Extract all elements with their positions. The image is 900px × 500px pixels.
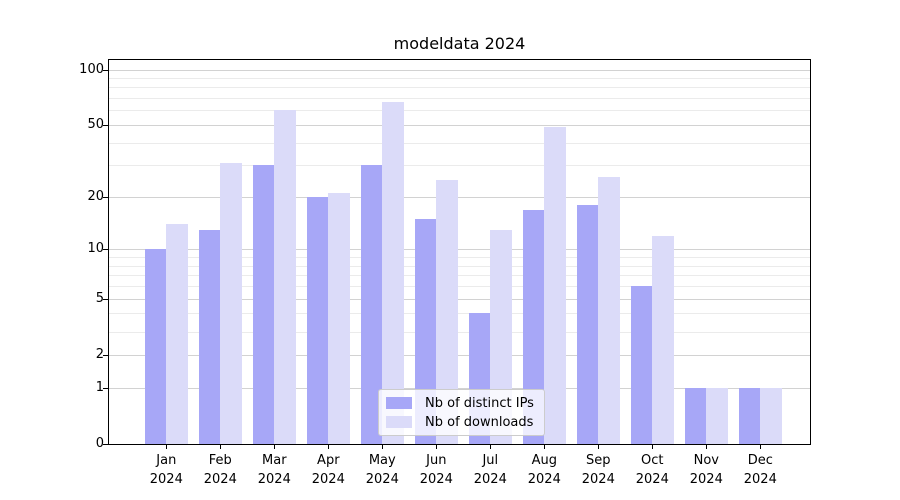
major-gridline [109, 354, 810, 356]
bar-downloads-feb [220, 162, 242, 444]
x-tick-label-dec: Dec 2024 [743, 453, 777, 487]
x-tick-mark [706, 444, 708, 449]
legend-label-distinct-ips: Nb of distinct IPs [425, 395, 534, 411]
x-tick-mark [328, 444, 330, 449]
legend-item-distinct-ips: Nb of distinct IPs [386, 396, 536, 411]
bar-distinct-ips-nov [684, 387, 707, 444]
bar-distinct-ips-jun [414, 219, 437, 444]
chart-title: modeldata 2024 [393, 34, 526, 53]
bar-downloads-aug [544, 126, 566, 444]
minor-gridline [109, 257, 810, 259]
bar-distinct-ips-aug [522, 209, 545, 444]
minor-gridline [109, 275, 810, 277]
bar-distinct-ips-feb [198, 229, 221, 444]
legend-swatch-downloads [386, 416, 412, 428]
legend-label-downloads: Nb of downloads [425, 414, 534, 430]
legend-item-downloads: Nb of downloads [386, 415, 536, 430]
bar-downloads-sep [598, 176, 620, 444]
bar-distinct-ips-jan [144, 249, 167, 444]
x-tick-label-jan: Jan 2024 [149, 453, 183, 487]
bar-downloads-jan [166, 224, 188, 444]
y-tick-label: 10 [87, 241, 104, 257]
major-gridline [109, 249, 810, 251]
minor-gridline [109, 265, 810, 267]
y-tick-label: 2 [95, 346, 104, 362]
y-tick-mark [103, 249, 108, 251]
x-tick-mark [220, 444, 222, 449]
minor-gridline [109, 165, 810, 167]
y-tick-mark [103, 354, 108, 356]
minor-gridline [109, 78, 810, 79]
bar-distinct-ips-apr [306, 196, 329, 444]
y-tick-mark [103, 124, 108, 126]
x-tick-label-aug: Aug 2024 [527, 453, 561, 487]
x-tick-mark [760, 444, 762, 449]
major-gridline [109, 387, 810, 389]
x-tick-mark [490, 444, 492, 449]
legend: Nb of distinct IPs Nb of downloads [378, 389, 545, 436]
x-tick-mark [382, 444, 384, 449]
bar-downloads-nov [706, 387, 728, 444]
y-tick-mark [103, 444, 108, 445]
x-tick-mark [436, 444, 438, 449]
bar-distinct-ips-sep [576, 205, 599, 444]
x-tick-label-feb: Feb 2024 [203, 453, 237, 487]
x-tick-label-jul: Jul 2024 [473, 453, 507, 487]
minor-gridline [109, 98, 810, 100]
y-tick-mark [103, 298, 108, 300]
bar-distinct-ips-dec [738, 387, 761, 444]
y-tick-label: 1 [95, 379, 104, 395]
x-tick-label-mar: Mar 2024 [257, 453, 291, 487]
x-tick-label-jun: Jun 2024 [419, 453, 453, 487]
minor-gridline [109, 331, 810, 333]
bar-downloads-dec [760, 387, 782, 444]
x-tick-mark [274, 444, 276, 449]
y-tick-label: 50 [87, 116, 104, 132]
y-tick-label: 0 [95, 436, 104, 451]
x-tick-mark [598, 444, 600, 449]
bar-downloads-oct [652, 235, 674, 444]
x-tick-mark [544, 444, 546, 449]
bar-downloads-mar [274, 110, 296, 444]
x-tick-mark [652, 444, 654, 449]
minor-gridline [109, 110, 810, 112]
bar-downloads-jun [436, 179, 458, 444]
x-tick-label-may: May 2024 [365, 453, 399, 487]
bar-distinct-ips-oct [630, 286, 653, 444]
y-tick-mark [103, 196, 108, 198]
x-tick-label-apr: Apr 2024 [311, 453, 345, 487]
major-gridline [109, 124, 810, 126]
minor-gridline [109, 313, 810, 315]
y-tick-mark [103, 387, 108, 389]
bar-distinct-ips-may [360, 165, 383, 444]
major-gridline [109, 298, 810, 300]
x-tick-label-sep: Sep 2024 [581, 453, 615, 487]
major-gridline [109, 196, 810, 198]
bar-downloads-may [382, 101, 404, 444]
x-tick-mark [166, 444, 168, 449]
major-gridline [109, 69, 810, 71]
legend-swatch-distinct-ips [386, 397, 412, 409]
plot-area: Nb of distinct IPs Nb of downloads [108, 59, 811, 445]
bar-downloads-apr [328, 193, 350, 444]
y-tick-label: 5 [95, 290, 104, 306]
bar-distinct-ips-mar [252, 165, 275, 444]
minor-gridline [109, 142, 810, 144]
y-tick-label: 20 [87, 188, 104, 204]
y-tick-mark [103, 69, 108, 71]
minor-gridline [109, 286, 810, 288]
minor-gridline [109, 87, 810, 89]
x-tick-label-oct: Oct 2024 [635, 453, 669, 487]
x-tick-label-nov: Nov 2024 [689, 453, 723, 487]
y-tick-label: 100 [79, 61, 104, 77]
